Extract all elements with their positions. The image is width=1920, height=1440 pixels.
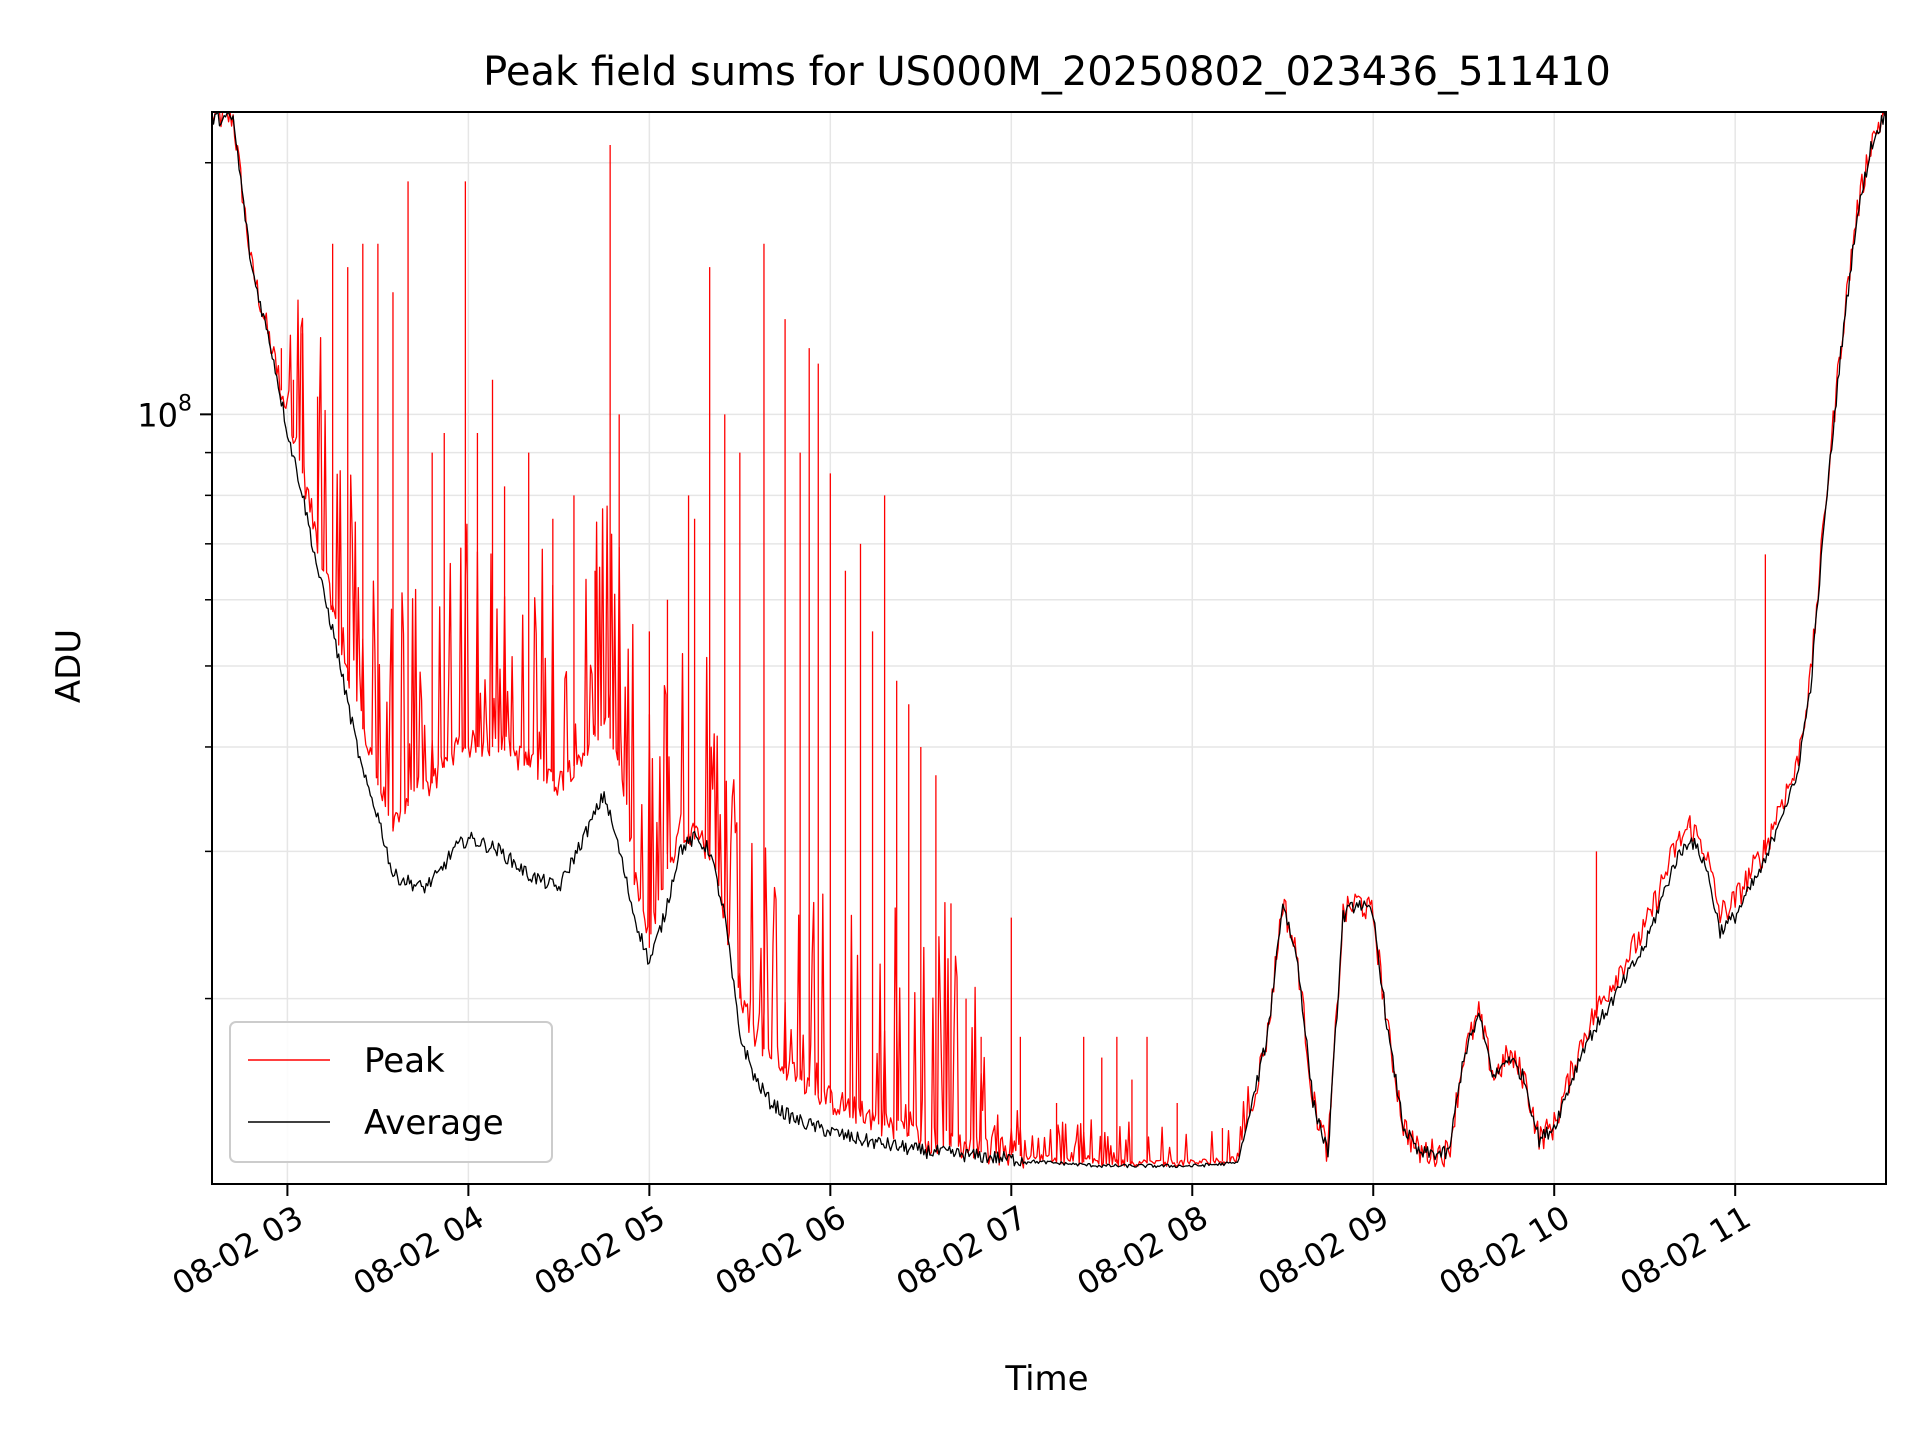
y-axis-label: ADU [49,629,89,703]
plot-area [211,111,1887,1169]
grid [212,112,1886,1184]
legend: Peak Average [229,1021,553,1163]
legend-label-peak: Peak [364,1041,445,1081]
x-axis-label: Time [1004,1359,1088,1399]
chart-title: Peak field sums for US000M_20250802_0234… [483,49,1611,95]
series-line-peak [211,111,1887,1169]
y-tick-label: 108 [137,391,192,434]
plot-frame [211,111,1887,1185]
series-line-average [211,111,1887,1169]
legend-label-average: Average [364,1103,504,1143]
